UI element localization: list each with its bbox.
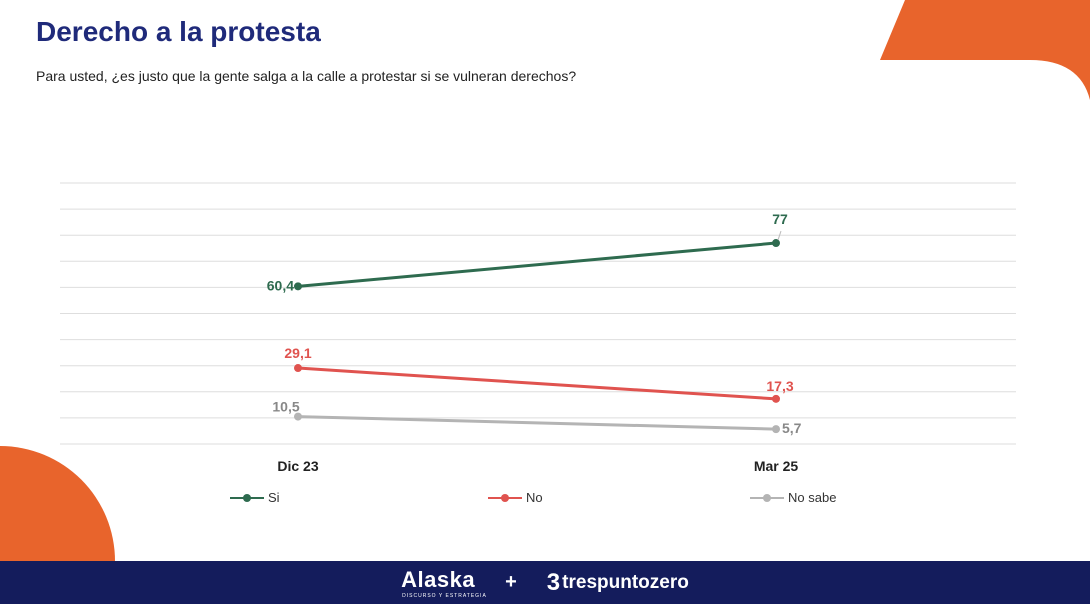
data-label-nosabe: 5,7: [782, 420, 802, 436]
legend-swatch-no: [488, 492, 522, 504]
data-point-nosabe: [294, 412, 302, 421]
page-title: Derecho a la protesta: [36, 16, 321, 47]
trespuntozero-logo: 3 trespuntozero: [547, 569, 689, 597]
legend-item-no: No: [488, 490, 543, 505]
data-point-no: [772, 394, 780, 403]
data-label-no: 29,1: [284, 345, 311, 361]
legend-label-si: Si: [268, 490, 280, 505]
data-label-si: 77: [772, 211, 788, 227]
legend-item-si: Si: [230, 490, 280, 505]
data-point-no: [294, 364, 302, 373]
trespuntozero-logo-text: trespuntozero: [562, 571, 689, 593]
legend-label-no: No: [526, 490, 543, 505]
legend-item-nosabe: No sabe: [750, 490, 836, 505]
data-label-leader: [777, 230, 782, 241]
x-tick-label: Dic 23: [277, 458, 318, 474]
x-tick-label: Mar 25: [754, 458, 799, 474]
alaska-logo: Alaska DISCURSO Y ESTRATEGIA: [401, 566, 486, 599]
series-line-si: [297, 241, 777, 288]
alaska-logo-tagline: DISCURSO Y ESTRATEGIA: [402, 592, 487, 599]
alaska-logo-text: Alaska: [401, 566, 476, 592]
legend-label-nosabe: No sabe: [788, 490, 837, 505]
data-point-si: [294, 282, 302, 291]
data-point-si: [772, 239, 780, 248]
footer-bar: Alaska DISCURSO Y ESTRATEGIA + 3 trespun…: [0, 561, 1090, 604]
series-line-no: [297, 366, 777, 401]
trespuntozero-mark-icon: 3: [546, 568, 561, 596]
legend-swatch-si: [230, 492, 264, 504]
data-label-no: 17,3: [766, 378, 793, 394]
data-label-nosabe: 10,5: [272, 399, 299, 415]
plus-sign: +: [505, 571, 517, 593]
chart-subtitle: Para usted, ¿es justo que la gente salga…: [36, 68, 577, 84]
data-label-si: 60,4: [267, 277, 294, 293]
data-point-nosabe: [772, 425, 780, 434]
series-line-nosabe: [297, 415, 777, 431]
legend-swatch-nosabe: [750, 492, 784, 504]
